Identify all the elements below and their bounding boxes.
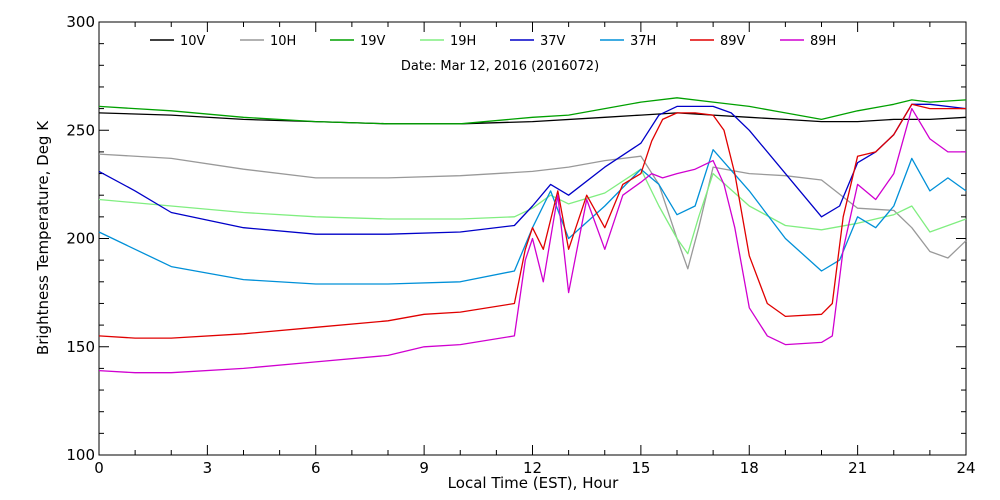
legend-label-89v: 89V — [720, 34, 746, 49]
y-tick-label: 100 — [66, 446, 95, 464]
x-tick-label: 12 — [523, 459, 542, 477]
series-line-37v — [98, 103, 967, 235]
x-tick-label: 21 — [848, 459, 867, 477]
y-tick-label: 200 — [66, 230, 95, 248]
chart-subtitle: Date: Mar 12, 2016 (2016072) — [401, 59, 599, 74]
legend: 10V 10H 19V 19H 37V 37H 89V 89H — [150, 34, 836, 49]
series-line-37h — [98, 149, 967, 285]
legend-label-89h: 89H — [810, 34, 836, 49]
legend-label-19v: 19V — [360, 34, 386, 49]
series-line-89h — [98, 107, 966, 374]
x-tick-label: 6 — [311, 459, 321, 477]
series-line-19h — [98, 168, 967, 255]
series-line-19v — [98, 97, 967, 125]
x-tick-label: 9 — [419, 459, 429, 477]
legend-label-37h: 37H — [630, 34, 656, 49]
legend-label-10h: 10H — [270, 34, 296, 49]
legend-label-19h: 19H — [450, 34, 476, 49]
y-tick-label: 300 — [66, 13, 95, 31]
x-tick-label: 3 — [203, 459, 213, 477]
y-tick-label: 250 — [66, 121, 95, 139]
x-tick-label: 0 — [94, 459, 104, 477]
series-line-10v — [98, 112, 967, 125]
axis-ticks — [98, 21, 967, 456]
series-lines — [98, 97, 967, 374]
x-tick-label: 24 — [956, 459, 975, 477]
series-line-89v — [98, 103, 966, 339]
legend-label-37v: 37V — [540, 34, 566, 49]
y-axis-title: Brightness Temperature, Deg K — [34, 120, 52, 355]
x-tick-label: 15 — [631, 459, 650, 477]
x-tick-label: 18 — [740, 459, 759, 477]
axis-tick-labels: 0 3 6 9 12 15 18 21 24 100 150 200 250 300 — [66, 13, 975, 477]
x-axis-title: Local Time (EST), Hour — [448, 474, 619, 492]
legend-label-10v: 10V — [180, 34, 206, 49]
y-tick-label: 150 — [66, 338, 95, 356]
